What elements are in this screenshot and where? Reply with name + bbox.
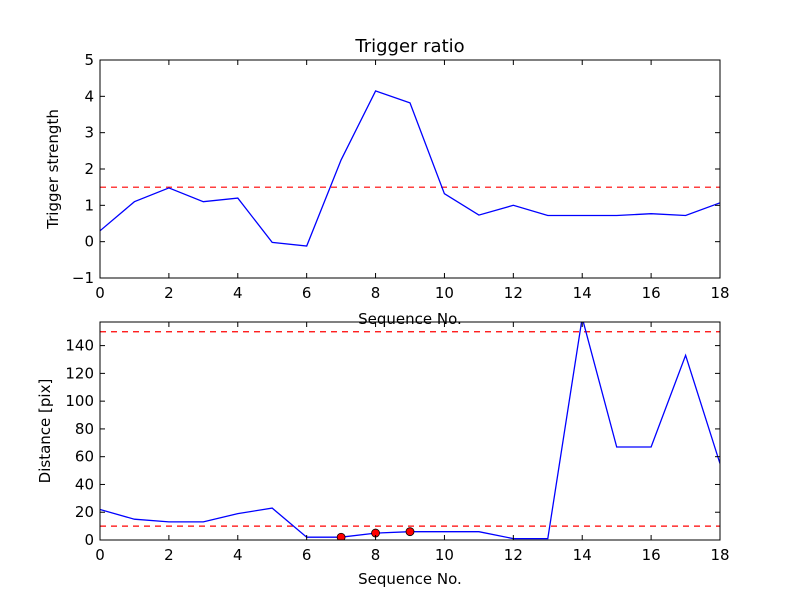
trigger-x-tick-label: 6	[302, 284, 312, 302]
trigger-y-tick-label: 0	[84, 233, 94, 251]
distance-y-tick-label: 20	[75, 503, 94, 521]
top-y-axis-label: Trigger strength	[44, 109, 62, 230]
distance-data-point	[405, 527, 415, 537]
trigger-x-tick-label: 4	[233, 284, 243, 302]
bottom-y-axis-label: Distance [pix]	[36, 379, 54, 484]
distance-x-tick-label: 6	[302, 546, 312, 564]
distance-data-point	[336, 532, 346, 540]
trigger-x-tick-label: 12	[504, 284, 523, 302]
distance-y-tick-label: 100	[65, 392, 94, 410]
distance-ticks: 0 2 4 6 8 10 12 14 16 18 0 20 40 60 80 100 120 140	[65, 322, 730, 564]
distance-y-tick-label: 140	[65, 337, 94, 355]
distance-x-tick-label: 10	[435, 546, 454, 564]
distance-axes-frame	[99, 321, 721, 541]
trigger-series-line	[100, 90, 720, 247]
distance-y-tick-label: 60	[75, 448, 94, 466]
trigger-y-tick-label: 3	[84, 124, 94, 142]
top-x-axis-label: Sequence No.	[358, 310, 462, 328]
bottom-x-axis-label: Sequence No.	[358, 570, 462, 588]
distance-x-tick-label: 14	[573, 546, 592, 564]
distance-y-tick-label: 80	[75, 420, 94, 438]
distance-y-tick-label: 120	[65, 364, 94, 382]
trigger-ratio-plot-area	[100, 90, 720, 247]
distance-series-line	[100, 322, 720, 540]
distance-y-tick-label: 40	[75, 475, 94, 493]
trigger-x-tick-label: 2	[164, 284, 174, 302]
trigger-y-tick-label: 4	[84, 87, 94, 105]
trigger-y-tick-label: −1	[72, 269, 94, 287]
chart-title: Trigger ratio	[354, 36, 464, 57]
distance-x-tick-label: 2	[164, 546, 174, 564]
trigger-x-tick-label: 16	[642, 284, 661, 302]
trigger-ratio-axes-frame	[99, 59, 721, 279]
distance-x-tick-label: 4	[233, 546, 243, 564]
distance-chart: 0 2 4 6 8 10 12 14 16 18 0 20 40 60 80 100 120 140 Sequen…	[36, 321, 730, 588]
distance-y-tick-label: 0	[84, 531, 94, 549]
distance-x-tick-label: 16	[642, 546, 661, 564]
trigger-y-tick-label: 2	[84, 160, 94, 178]
distance-x-tick-label: 18	[710, 546, 729, 564]
trigger-x-tick-label: 0	[95, 284, 105, 302]
trigger-x-tick-label: 10	[435, 284, 454, 302]
trigger-x-tick-label: 14	[573, 284, 592, 302]
distance-plot-area	[100, 322, 720, 540]
trigger-y-tick-label: 5	[84, 51, 94, 69]
trigger-x-tick-label: 8	[371, 284, 381, 302]
distance-x-tick-label: 12	[504, 546, 523, 564]
distance-x-tick-label: 0	[95, 546, 105, 564]
trigger-y-tick-label: 1	[84, 196, 94, 214]
trigger-x-tick-label: 18	[710, 284, 729, 302]
distance-x-tick-label: 8	[371, 546, 381, 564]
